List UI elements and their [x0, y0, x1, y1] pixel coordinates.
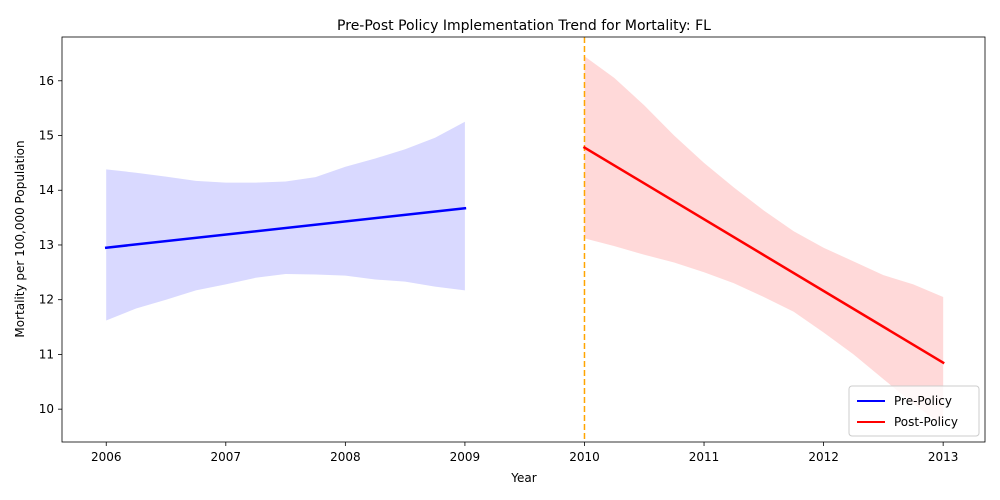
chart-title: Pre-Post Policy Implementation Trend for… — [337, 18, 711, 34]
y-tick-label: 13 — [39, 238, 54, 252]
legend-label: Post-Policy — [894, 415, 958, 429]
y-tick-label: 11 — [39, 347, 54, 361]
y-tick-label: 15 — [39, 129, 54, 143]
pre-policyconfidence-band — [106, 121, 465, 321]
legend-box — [848, 385, 980, 437]
axes: 2006 2007 2008 2009 2010 2011 2012 2013 10 11 12 13… — [39, 36, 986, 464]
y-tick-label: 14 — [39, 183, 54, 197]
y-tick-label: 12 — [39, 293, 54, 307]
x-tick-label: 2006 — [91, 450, 122, 464]
y-tick-label: 10 — [39, 402, 54, 416]
post-policytrend-line — [582, 145, 945, 365]
post-policyconfidence-band — [584, 56, 944, 426]
x-tick-label: 2011 — [689, 450, 720, 464]
axes-frame — [61, 36, 986, 443]
x-tick-label: 2008 — [330, 450, 361, 464]
legend: Pre-Policy Post-Policy — [848, 385, 980, 437]
x-tick-label: 2009 — [450, 450, 481, 464]
x-tick-label: 2013 — [928, 450, 959, 464]
x-tick-label: 2010 — [569, 450, 600, 464]
pre-policytrend-line — [104, 206, 467, 250]
y-tick-label: 16 — [39, 74, 54, 88]
plot-area — [104, 37, 945, 442]
x-axis-label: Year — [510, 471, 536, 485]
legend-label: Pre-Policy — [894, 394, 952, 408]
x-tick-label: 2007 — [211, 450, 242, 464]
y-axis-label: Mortality per 100,000 Population — [13, 140, 27, 337]
x-tick-label: 2012 — [808, 450, 839, 464]
